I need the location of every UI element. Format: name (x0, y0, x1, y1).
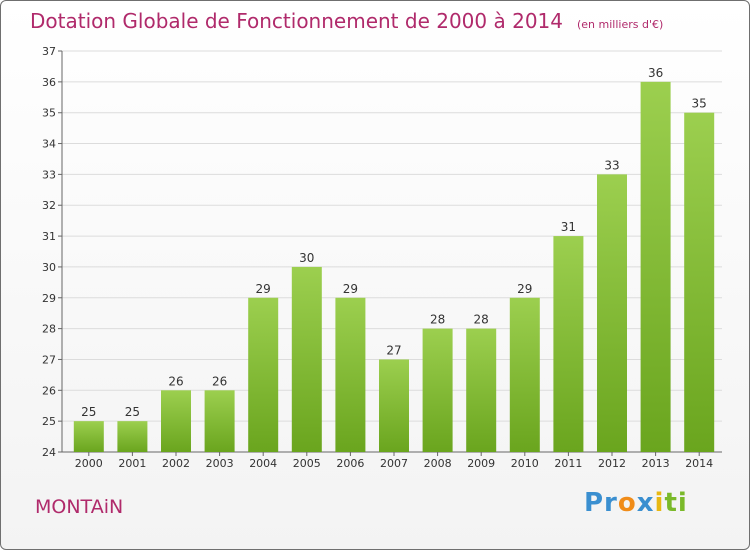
bar (640, 81, 671, 452)
data-label: 26 (168, 374, 183, 388)
logo-part: i (654, 488, 665, 518)
bar (422, 328, 453, 452)
y-tick-label: 30 (42, 261, 56, 274)
axes: 24 25 26 27 28 29 30 31 32 33 34 35 36 37 2000 2001 2002… (42, 45, 722, 470)
bar (379, 359, 409, 452)
data-label: 33 (604, 158, 619, 172)
x-tick-label: 2009 (467, 457, 495, 470)
y-tick-label: 27 (42, 353, 56, 366)
data-label: 36 (648, 66, 663, 80)
x-tick-label: 2003 (206, 457, 234, 470)
data-label: 25 (81, 405, 96, 419)
chart-title-text: Dotation Globale de Fonctionnement de 20… (30, 9, 563, 33)
x-tick-label: 2002 (162, 457, 190, 470)
bar (204, 390, 235, 452)
x-tick-label: 2007 (380, 457, 408, 470)
bars (73, 81, 715, 452)
x-tick-label: 2010 (511, 457, 539, 470)
y-tick-label: 32 (42, 199, 56, 212)
y-tick-label: 26 (42, 384, 56, 397)
y-tick-label: 25 (42, 415, 56, 428)
data-label: 25 (125, 405, 140, 419)
data-label: 29 (517, 282, 532, 296)
data-label: 31 (561, 220, 576, 234)
y-tick-label: 35 (42, 107, 56, 120)
commune-name: MONTAiN (35, 496, 124, 518)
data-label: 29 (256, 282, 271, 296)
x-tick-label: 2013 (642, 457, 670, 470)
y-tick-label: 37 (42, 45, 56, 58)
x-tick-label: 2012 (598, 457, 626, 470)
x-tick-label: 2014 (685, 457, 713, 470)
proxiti-logo[interactable]: Proxiti (584, 488, 688, 518)
logo-part: Pr (584, 488, 618, 518)
y-tick-label: 34 (42, 138, 56, 151)
x-tick-label: 2001 (118, 457, 146, 470)
chart-title: Dotation Globale de Fonctionnement de 20… (30, 9, 663, 33)
bar (553, 236, 584, 452)
bar (509, 297, 540, 452)
x-tick-label: 2006 (336, 457, 364, 470)
bar (161, 390, 191, 452)
data-label: 26 (212, 374, 227, 388)
x-tick-label: 2004 (249, 457, 277, 470)
bar (466, 328, 497, 452)
y-tick-label: 24 (42, 446, 56, 459)
data-label: 28 (474, 313, 489, 327)
logo-part: ti (664, 488, 688, 518)
y-tick-label: 31 (42, 230, 56, 243)
bar (597, 174, 627, 452)
data-label: 35 (692, 97, 707, 111)
unit-note: (en milliers d'€) (577, 18, 664, 31)
bar (73, 421, 104, 452)
bar (117, 421, 148, 452)
x-tick-label: 2011 (554, 457, 582, 470)
bar (291, 266, 322, 452)
bar (684, 112, 715, 452)
labels: 25 25 26 26 29 30 29 27 28 28 29 31 33 36 35 (81, 66, 707, 419)
bar (248, 297, 279, 452)
logo-part: x (636, 488, 655, 518)
x-tick-label: 2008 (424, 457, 452, 470)
y-tick-label: 28 (42, 323, 56, 336)
data-label: 30 (299, 251, 314, 265)
logo-part: o (617, 488, 637, 518)
bar (335, 297, 366, 452)
x-tick-label: 2000 (75, 457, 103, 470)
data-label: 27 (386, 343, 401, 357)
x-tick-label: 2005 (293, 457, 321, 470)
y-tick-label: 33 (42, 168, 56, 181)
data-label: 28 (430, 313, 445, 327)
y-tick-label: 29 (42, 292, 56, 305)
y-tick-label: 36 (42, 76, 56, 89)
data-label: 29 (343, 282, 358, 296)
